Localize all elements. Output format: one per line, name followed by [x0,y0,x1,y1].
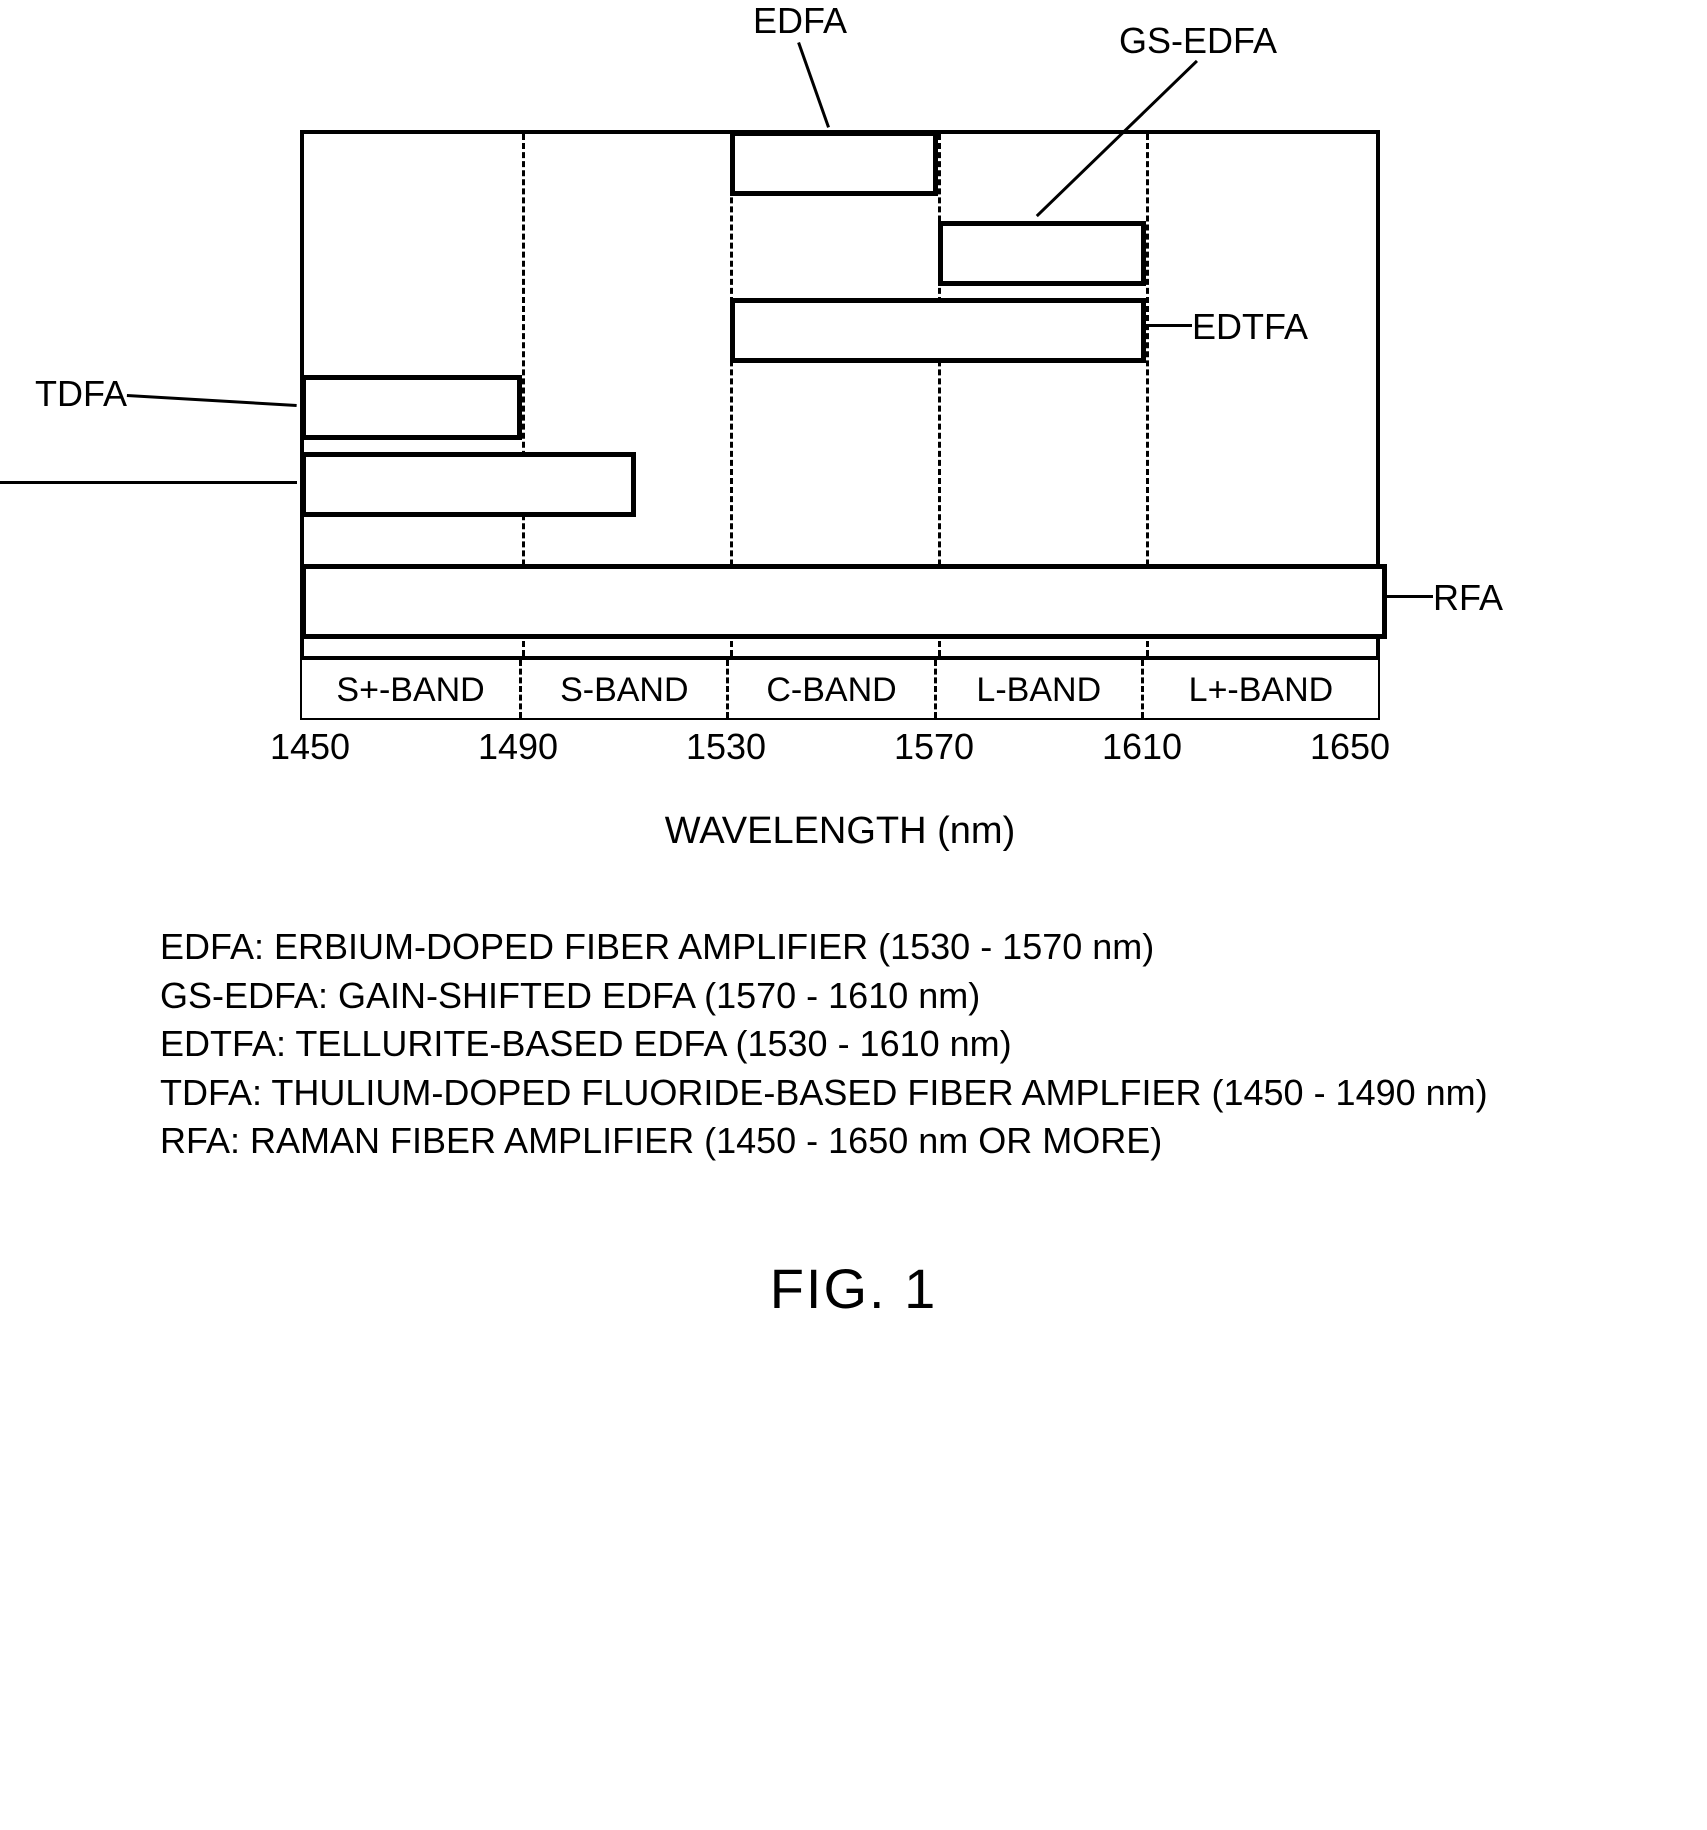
x-axis-title: WAVELENGTH (nm) [300,810,1380,853]
bar-gs_tdfa [301,452,636,517]
label-gs_edfa: GS-EDFA [1119,20,1277,62]
band-label: L+-BAND [1144,660,1378,718]
figure-label: FIG. 1 [40,1256,1667,1321]
leader-gs_tdfa [0,481,297,484]
x-tick: 1650 [1310,726,1390,768]
bar-rfa [301,564,1387,639]
x-tick: 1570 [894,726,974,768]
figure: S+-BANDS-BANDC-BANDL-BANDL+-BAND 1450 149… [40,130,1667,1321]
leader-edtfa [1142,324,1192,327]
leader-tdfa [127,394,297,407]
bar-edtfa [730,298,1146,363]
band-row: S+-BANDS-BANDC-BANDL-BANDL+-BAND [300,660,1380,720]
x-tick: 1530 [686,726,766,768]
band-label: S-BAND [522,660,726,718]
label-tdfa: TDFA [35,373,127,415]
plot-area [300,130,1380,660]
x-tick: 1610 [1102,726,1182,768]
label-edfa: EDFA [753,0,847,42]
x-tick: 1490 [478,726,558,768]
chart-wrap: S+-BANDS-BANDC-BANDL-BANDL+-BAND 1450149… [300,130,1667,853]
bar-edfa [730,131,938,196]
legend-line: RFA: RAMAN FIBER AMPLIFIER (1450 - 1650 … [160,1117,1667,1166]
bar-tdfa [301,375,522,440]
legend-line: EDFA: ERBIUM-DOPED FIBER AMPLIFIER (1530… [160,923,1667,972]
label-rfa: RFA [1433,577,1503,619]
bar-gs_edfa [938,221,1146,286]
legend-line: TDFA: THULIUM-DOPED FLUORIDE-BASED FIBER… [160,1069,1667,1118]
x-tick: 1450 [270,726,350,768]
leader-edfa [797,42,830,128]
band-label: C-BAND [729,660,933,718]
x-ticks: 145014901530157016101650 [300,720,1380,770]
leader-rfa [1383,595,1433,598]
legend-block: EDFA: ERBIUM-DOPED FIBER AMPLIFIER (1530… [160,923,1667,1166]
legend-line: EDTFA: TELLURITE-BASED EDFA (1530 - 1610… [160,1020,1667,1069]
legend-line: GS-EDFA: GAIN-SHIFTED EDFA (1570 - 1610 … [160,972,1667,1021]
label-edtfa: EDTFA [1192,306,1308,348]
band-label: L-BAND [937,660,1141,718]
band-label: S+-BAND [302,660,519,718]
